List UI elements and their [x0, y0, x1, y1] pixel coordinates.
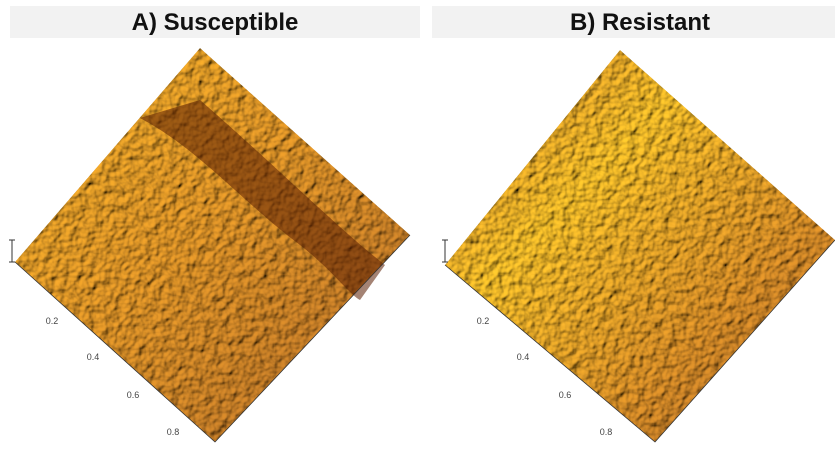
tick-label: 0.4	[517, 352, 530, 362]
tick-label: 0.8	[167, 427, 180, 437]
afm-surface	[445, 50, 835, 442]
tick-label: 0.2	[46, 316, 59, 326]
panel-title: A) Susceptible	[132, 9, 299, 36]
z-scale	[9, 240, 15, 262]
tick-label: 0.6	[127, 390, 140, 400]
tick-label: 0.6	[559, 390, 572, 400]
panel-title: B) Resistant	[570, 9, 710, 36]
z-scale	[442, 240, 448, 262]
tick-label: 0.4	[87, 352, 100, 362]
tick-label: 0.8	[600, 427, 613, 437]
figure: A) Susceptible 0.2 0.4 0.6 0.8 B) Resist…	[0, 0, 835, 454]
tick-label: 0.2	[477, 316, 490, 326]
